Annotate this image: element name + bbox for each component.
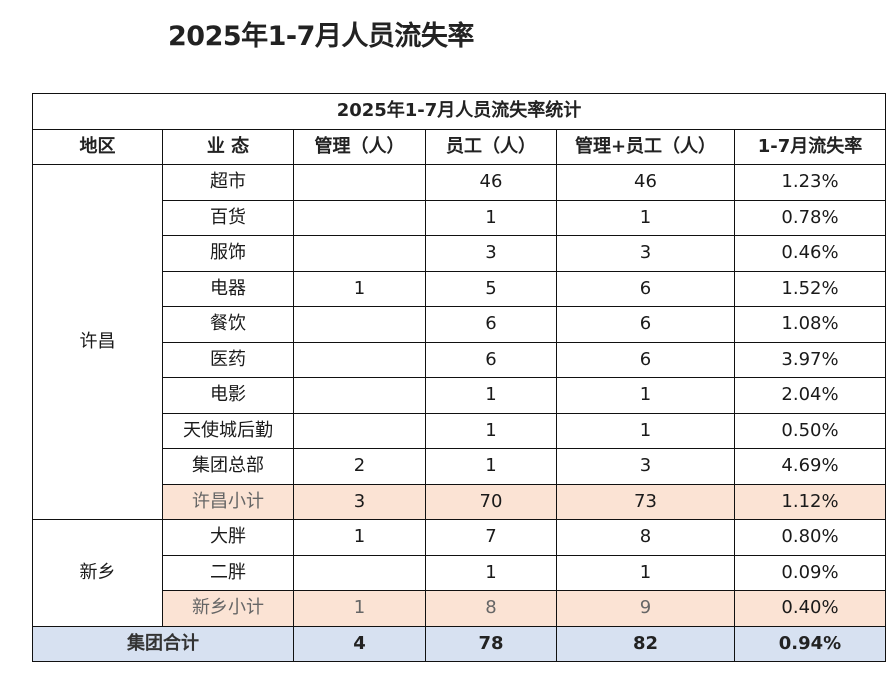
table-row: 集团总部 2 1 3 4.69% xyxy=(33,448,886,485)
header-business-type: 业 态 xyxy=(162,128,294,165)
rate-cell: 1.12% xyxy=(734,483,886,520)
total-cell: 9 xyxy=(556,590,735,627)
staff-cell: 78 xyxy=(425,625,557,662)
business-type-cell: 电影 xyxy=(162,377,294,414)
total-cell: 6 xyxy=(556,306,735,343)
table-row: 电影 1 1 2.04% xyxy=(33,377,886,414)
business-type-cell: 百货 xyxy=(162,199,294,236)
subtotal-label: 许昌小计 xyxy=(162,483,294,520)
management-cell: 2 xyxy=(293,448,426,485)
total-cell: 6 xyxy=(556,341,735,378)
table-row: 二胖 1 1 0.09% xyxy=(33,554,886,591)
business-type-cell: 超市 xyxy=(162,164,294,201)
management-cell xyxy=(293,554,426,591)
header-region: 地区 xyxy=(32,128,163,165)
total-cell: 73 xyxy=(556,483,735,520)
staff-cell: 1 xyxy=(425,412,557,449)
management-cell: 1 xyxy=(293,270,426,307)
staff-cell: 3 xyxy=(425,235,557,272)
rate-cell: 2.04% xyxy=(734,377,886,414)
management-cell xyxy=(293,306,426,343)
rate-cell: 1.08% xyxy=(734,306,886,343)
region-cell-xuchang: 许昌 xyxy=(32,164,163,520)
management-cell: 3 xyxy=(293,483,426,520)
staff-cell: 1 xyxy=(425,199,557,236)
attrition-table: 2025年1-7月人员流失率统计 地区 业 态 管理（人） 员工（人） 管理+员… xyxy=(32,93,886,662)
table-row: 服饰 3 3 0.46% xyxy=(33,235,886,272)
table-row: 新乡 大胖 1 7 8 0.80% xyxy=(32,519,886,627)
management-cell: 4 xyxy=(293,625,426,662)
management-cell: 1 xyxy=(293,590,426,627)
grand-total-row: 集团合计 4 78 82 0.94% xyxy=(32,625,886,662)
staff-cell: 1 xyxy=(425,554,557,591)
business-type-cell: 大胖 xyxy=(162,519,294,556)
rate-cell: 0.09% xyxy=(734,554,886,591)
header-management: 管理（人） xyxy=(293,128,426,165)
rate-cell: 0.94% xyxy=(734,625,886,662)
table-row: 电器 1 5 6 1.52% xyxy=(33,270,886,307)
rate-cell: 0.78% xyxy=(734,199,886,236)
rate-cell: 4.69% xyxy=(734,448,886,485)
staff-cell: 6 xyxy=(425,306,557,343)
total-cell: 3 xyxy=(556,235,735,272)
table-row: 许昌 超市 46 46 1.23% xyxy=(32,164,886,520)
management-cell xyxy=(293,412,426,449)
rate-cell: 0.80% xyxy=(734,519,886,556)
business-type-cell: 电器 xyxy=(162,270,294,307)
staff-cell: 8 xyxy=(425,590,557,627)
staff-cell: 46 xyxy=(425,164,557,201)
region-cell-xinxiang: 新乡 xyxy=(32,519,163,627)
business-type-cell: 医药 xyxy=(162,341,294,378)
business-type-cell: 集团总部 xyxy=(162,448,294,485)
subtotal-label: 新乡小计 xyxy=(162,590,294,627)
management-cell xyxy=(293,341,426,378)
table-header-row: 地区 业 态 管理（人） 员工（人） 管理+员工（人） 1-7月流失率 xyxy=(32,128,886,165)
staff-cell: 7 xyxy=(425,519,557,556)
management-cell: 1 xyxy=(293,519,426,556)
header-rate: 1-7月流失率 xyxy=(734,128,886,165)
rate-cell: 1.23% xyxy=(734,164,886,201)
subtotal-row-xuchang: 许昌小计 3 70 73 1.12% xyxy=(33,483,886,520)
total-cell: 46 xyxy=(556,164,735,201)
table-row: 天使城后勤 1 1 0.50% xyxy=(33,412,886,449)
staff-cell: 6 xyxy=(425,341,557,378)
total-cell: 8 xyxy=(556,519,735,556)
rate-cell: 0.50% xyxy=(734,412,886,449)
table-title-row: 2025年1-7月人员流失率统计 xyxy=(32,93,886,130)
staff-cell: 1 xyxy=(425,377,557,414)
total-cell: 6 xyxy=(556,270,735,307)
management-cell xyxy=(293,377,426,414)
management-cell xyxy=(293,235,426,272)
management-cell xyxy=(293,199,426,236)
rate-cell: 1.52% xyxy=(734,270,886,307)
rate-cell: 3.97% xyxy=(734,341,886,378)
rate-cell: 0.46% xyxy=(734,235,886,272)
rate-cell: 0.40% xyxy=(734,590,886,627)
staff-cell: 70 xyxy=(425,483,557,520)
header-staff: 员工（人） xyxy=(425,128,557,165)
business-type-cell: 餐饮 xyxy=(162,306,294,343)
staff-cell: 5 xyxy=(425,270,557,307)
total-cell: 1 xyxy=(556,377,735,414)
grand-total-label: 集团合计 xyxy=(32,625,294,662)
management-cell xyxy=(293,164,426,201)
header-total: 管理+员工（人） xyxy=(556,128,735,165)
total-cell: 1 xyxy=(556,554,735,591)
total-cell: 3 xyxy=(556,448,735,485)
business-type-cell: 服饰 xyxy=(162,235,294,272)
business-type-cell: 二胖 xyxy=(162,554,294,591)
total-cell: 82 xyxy=(556,625,735,662)
total-cell: 1 xyxy=(556,412,735,449)
table-title: 2025年1-7月人员流失率统计 xyxy=(32,93,886,130)
business-type-cell: 天使城后勤 xyxy=(162,412,294,449)
total-cell: 1 xyxy=(556,199,735,236)
staff-cell: 1 xyxy=(425,448,557,485)
subtotal-row-xinxiang: 新乡小计 1 8 9 0.40% xyxy=(33,590,886,627)
page-title: 2025年1-7月人员流失率 xyxy=(168,21,474,52)
